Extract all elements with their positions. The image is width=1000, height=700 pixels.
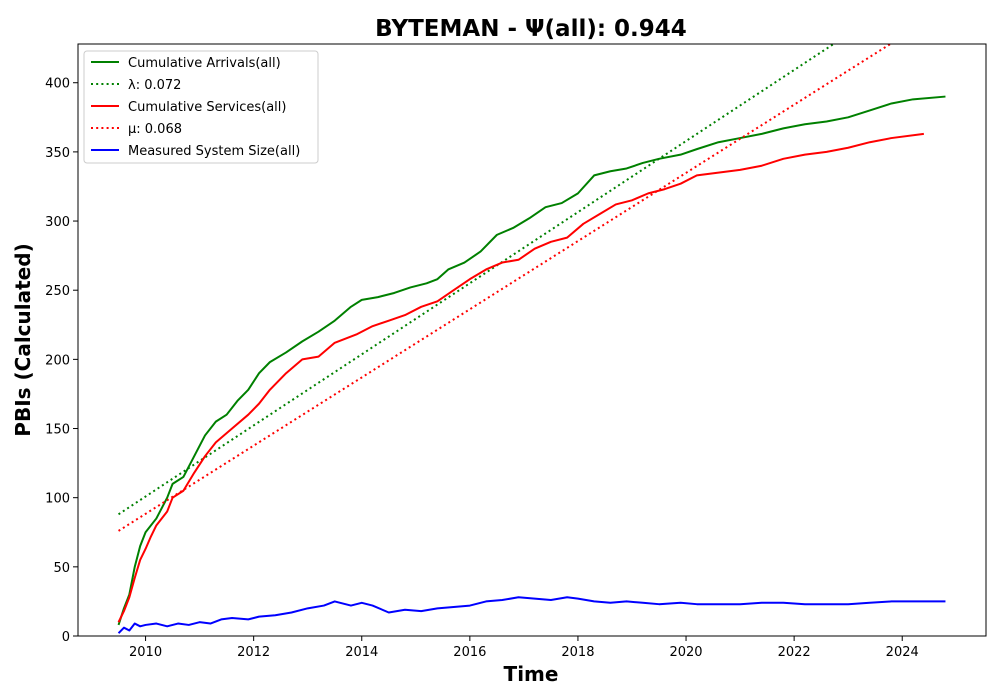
series-line — [117, 596, 946, 634]
legend-items: Cumulative Arrivals(all) λ: 0.072 Cumulati… — [91, 56, 300, 159]
y-tick-label: 300 — [45, 215, 70, 230]
series-layer — [117, 44, 946, 634]
legend-label: λ: 0.072 — [128, 78, 181, 93]
x-tick-label: 2016 — [453, 645, 486, 660]
chart-title: BYTEMAN - Ψ(all): 0.944 — [375, 16, 687, 42]
legend-label: Measured System Size(all) — [128, 144, 300, 159]
x-tick-label: 2010 — [129, 645, 162, 660]
series-line — [118, 44, 891, 532]
legend: Cumulative Arrivals(all) λ: 0.072 Cumulati… — [83, 50, 319, 164]
legend-label: μ: 0.068 — [128, 122, 182, 137]
x-tick-label: 2014 — [345, 645, 378, 660]
y-tick-label: 100 — [45, 492, 70, 507]
plot-area — [77, 43, 987, 637]
x-tick-label: 2024 — [886, 645, 919, 660]
y-axis-label: PBIs (Calculated) — [11, 243, 35, 436]
x-tick-label: 2012 — [237, 645, 270, 660]
x-tick-label: 2022 — [778, 645, 811, 660]
y-tick-label: 0 — [62, 630, 70, 645]
series-line — [117, 95, 946, 626]
legend-label: Cumulative Arrivals(all) — [128, 56, 281, 71]
x-axis: 2010 2012 2014 2016 2018 2020 2022 2024 — [129, 636, 919, 660]
y-tick-label: 250 — [45, 284, 70, 299]
series-line — [117, 44, 835, 516]
x-tick-label: 2018 — [561, 645, 594, 660]
y-tick-label: 150 — [45, 423, 70, 438]
plot-frame — [77, 43, 987, 637]
y-tick-label: 400 — [45, 77, 70, 92]
legend-label: Cumulative Services(all) — [128, 100, 286, 115]
y-tick-label: 200 — [45, 353, 70, 368]
x-axis-label: Time — [504, 662, 559, 686]
y-tick-label: 350 — [45, 146, 70, 161]
y-axis: 0 50 100 150 200 250 300 350 400 — [45, 77, 78, 645]
x-tick-label: 2020 — [669, 645, 702, 660]
legend-frame — [83, 50, 319, 164]
y-tick-label: 50 — [53, 561, 70, 576]
series-line — [117, 132, 924, 623]
